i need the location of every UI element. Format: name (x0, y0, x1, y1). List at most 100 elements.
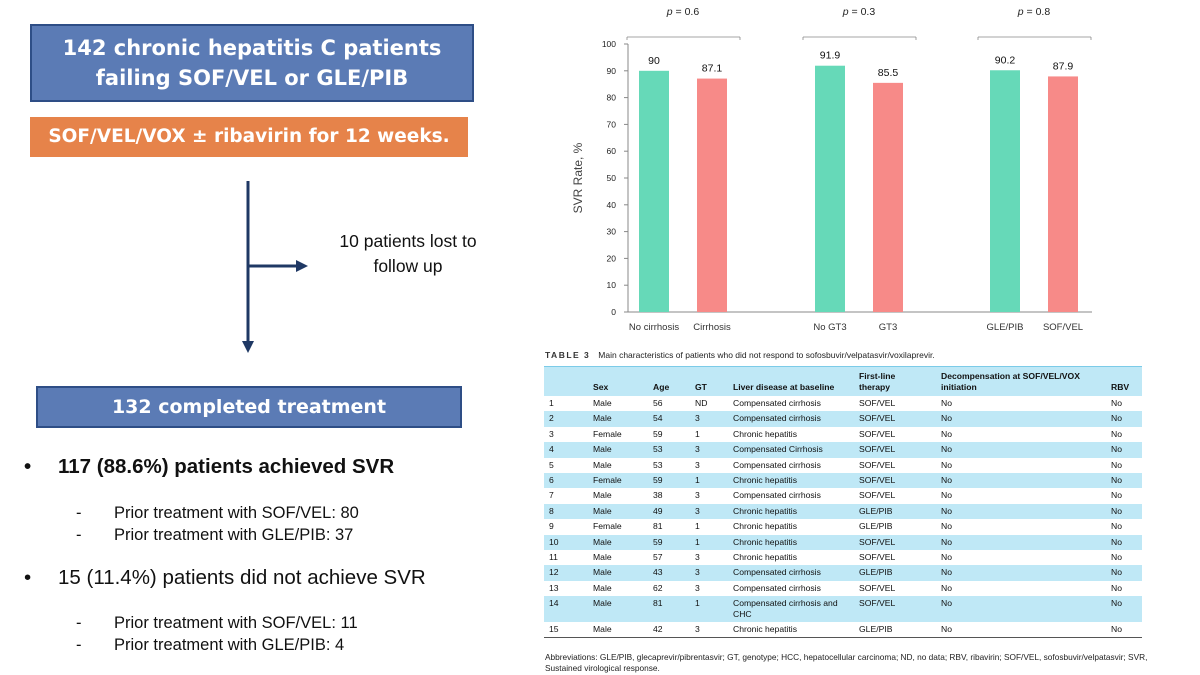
table-cell-decomp: No (936, 442, 1106, 458)
table-cell-age: 57 (653, 551, 663, 562)
y-tick-label: 90 (607, 66, 617, 76)
table-cell-sex: Male (588, 596, 648, 623)
bar (815, 65, 845, 312)
table-cell-gt: 1 (690, 472, 728, 489)
table-cell-age: 53 (648, 442, 690, 458)
table-cell-n: 10 (544, 534, 588, 550)
cohort-box: 142 chronic hepatitis C patients failing… (30, 24, 474, 102)
table-cell-sex: Male (593, 459, 612, 470)
y-tick-label: 100 (602, 39, 616, 49)
table-row: 6 Female 59 1 Chronic hepatitis SOF/VEL No No (544, 472, 1142, 489)
table-cell-age: 59 (648, 472, 690, 489)
lost-line-1: 10 patients lost to (339, 231, 477, 251)
y-tick-label: 60 (607, 146, 617, 156)
table-cell-age: 43 (648, 565, 690, 581)
y-tick-label: 20 (607, 253, 617, 263)
table-cell-therapy: SOF/VEL (859, 490, 896, 501)
table-cell-age: 56 (653, 398, 663, 408)
table-cell-liver: Compensated cirrhosis and CHC (728, 596, 854, 623)
p-value-label: p = 0.3 (842, 6, 876, 18)
table-row: 15 Male 42 3 Chronic hepatitis GLE/PIB No No (544, 622, 1142, 639)
table-cell-gt: 3 (695, 490, 700, 501)
not-achieved-svr: • 15 (11.4%) patients did not achieve SVR (24, 566, 426, 590)
table-row: 9 Female 81 1 Chronic hepatitis GLE/PIB No No (544, 519, 1142, 534)
table-cell-decomp: No (936, 622, 1106, 639)
table-cell-n: 1 (549, 398, 554, 408)
table-cell-age: 62 (653, 582, 663, 593)
table-cell-therapy: SOF/VEL (854, 442, 936, 458)
achieved-gle: - Prior treatment with GLE/PIB: 37 (76, 526, 353, 545)
table-cell-gt: 3 (695, 551, 700, 562)
table-cell-gt: 1 (690, 534, 728, 550)
y-tick-label: 40 (607, 200, 617, 210)
table-cell-n: 12 (544, 565, 588, 581)
table-cell-n: 6 (544, 472, 588, 489)
table-cell-therapy: SOF/VEL (859, 428, 896, 439)
bar-value-label: 90 (648, 55, 660, 67)
table-cell-age: 49 (648, 503, 690, 520)
table-row: 7 Male 38 3 Compensated cirrhosis SOF/VEL No No (544, 488, 1142, 503)
table-cell-rbv: No (1111, 521, 1122, 532)
x-tick-label: No GT3 (813, 322, 846, 333)
table-cell-sex: Female (588, 472, 648, 489)
col-decomp: Decompensation at SOF/VEL/VOX initiation (936, 366, 1106, 396)
bar-value-label: 90.2 (995, 54, 1016, 66)
table-cell-gt: 3 (695, 582, 700, 593)
table-cell-age: 54 (648, 411, 690, 427)
bar-value-label: 85.5 (878, 67, 899, 79)
table-cell-sex: Male (593, 582, 612, 593)
table-cell-therapy: GLE/PIB (854, 622, 936, 639)
bar (990, 70, 1020, 312)
table-cell-n: 9 (549, 521, 554, 532)
bullet-1: • (24, 455, 32, 478)
table-cell-therapy: SOF/VEL (854, 534, 936, 550)
table-cell-liver: Chronic hepatitis (728, 472, 854, 489)
table-cell-gt: 1 (695, 428, 700, 439)
table-cell-liver: Chronic hepatitis (728, 622, 854, 639)
y-tick-label: 10 (607, 280, 617, 290)
bar (1048, 76, 1078, 312)
table-cell-decomp: No (936, 472, 1106, 489)
table-cell-n: 15 (544, 622, 588, 639)
bar (639, 70, 669, 312)
col-gt: GT (690, 366, 728, 396)
table-cell-therapy: SOF/VEL (859, 459, 896, 470)
table-cell-decomp: No (936, 503, 1106, 520)
table-cell-sex: Male (588, 534, 648, 550)
table-header-row: Sex Age GT Liver disease at baseline Fir… (544, 366, 1142, 396)
col-decomp-line-2: initiation (941, 382, 977, 392)
table-cell-age: 59 (653, 428, 663, 439)
table-cell-decomp: No (941, 398, 952, 408)
not-sof-text: Prior treatment with SOF/VEL: 11 (114, 614, 358, 632)
table-cell-gt: 3 (690, 442, 728, 458)
not-gle: - Prior treatment with GLE/PIB: 4 (76, 636, 344, 655)
table-cell-decomp: No (941, 551, 952, 562)
table-cell-decomp: No (941, 582, 952, 593)
completed-box: 132 completed treatment (36, 386, 462, 428)
table-cell-n: 13 (549, 582, 559, 593)
table-cell-sex: Male (588, 442, 648, 458)
table-cell-liver: Chronic hepatitis (728, 503, 854, 520)
p-value-label: p = 0.8 (1017, 6, 1051, 18)
table-row: 11 Male 57 3 Chronic hepatitis SOF/VEL No No (544, 550, 1142, 565)
table-cell-age: 81 (648, 596, 690, 623)
table-cell-age: 59 (648, 534, 690, 550)
table-cell-rbv: No (1111, 582, 1122, 593)
table-row: 2 Male 54 3 Compensated cirrhosis SOF/VEL No No (544, 411, 1142, 427)
table-cell-therapy: GLE/PIB (854, 503, 936, 520)
y-tick-label: 70 (607, 119, 617, 129)
table-cell-liver: Compensated cirrhosis (733, 459, 821, 470)
x-tick-label: SOF/VEL (1043, 322, 1083, 333)
col-sex: Sex (588, 366, 648, 396)
table-cell-gt: 1 (695, 521, 700, 532)
y-axis-label: SVR Rate, % (571, 142, 585, 213)
table-cell-rbv: No (1111, 490, 1122, 501)
dash-4: - (76, 636, 82, 654)
not-sof: - Prior treatment with SOF/VEL: 11 (76, 614, 358, 633)
nonresponder-table: Sex Age GT Liver disease at baseline Fir… (544, 366, 1142, 639)
dash-1: - (76, 504, 82, 522)
table-cell-rbv: No (1111, 398, 1122, 408)
table-cell-therapy: SOF/VEL (859, 398, 896, 408)
table-row: 13 Male 62 3 Compensated cirrhosis SOF/VEL No N… (544, 581, 1142, 596)
table-cell-liver: Compensated cirrhosis (728, 565, 854, 581)
